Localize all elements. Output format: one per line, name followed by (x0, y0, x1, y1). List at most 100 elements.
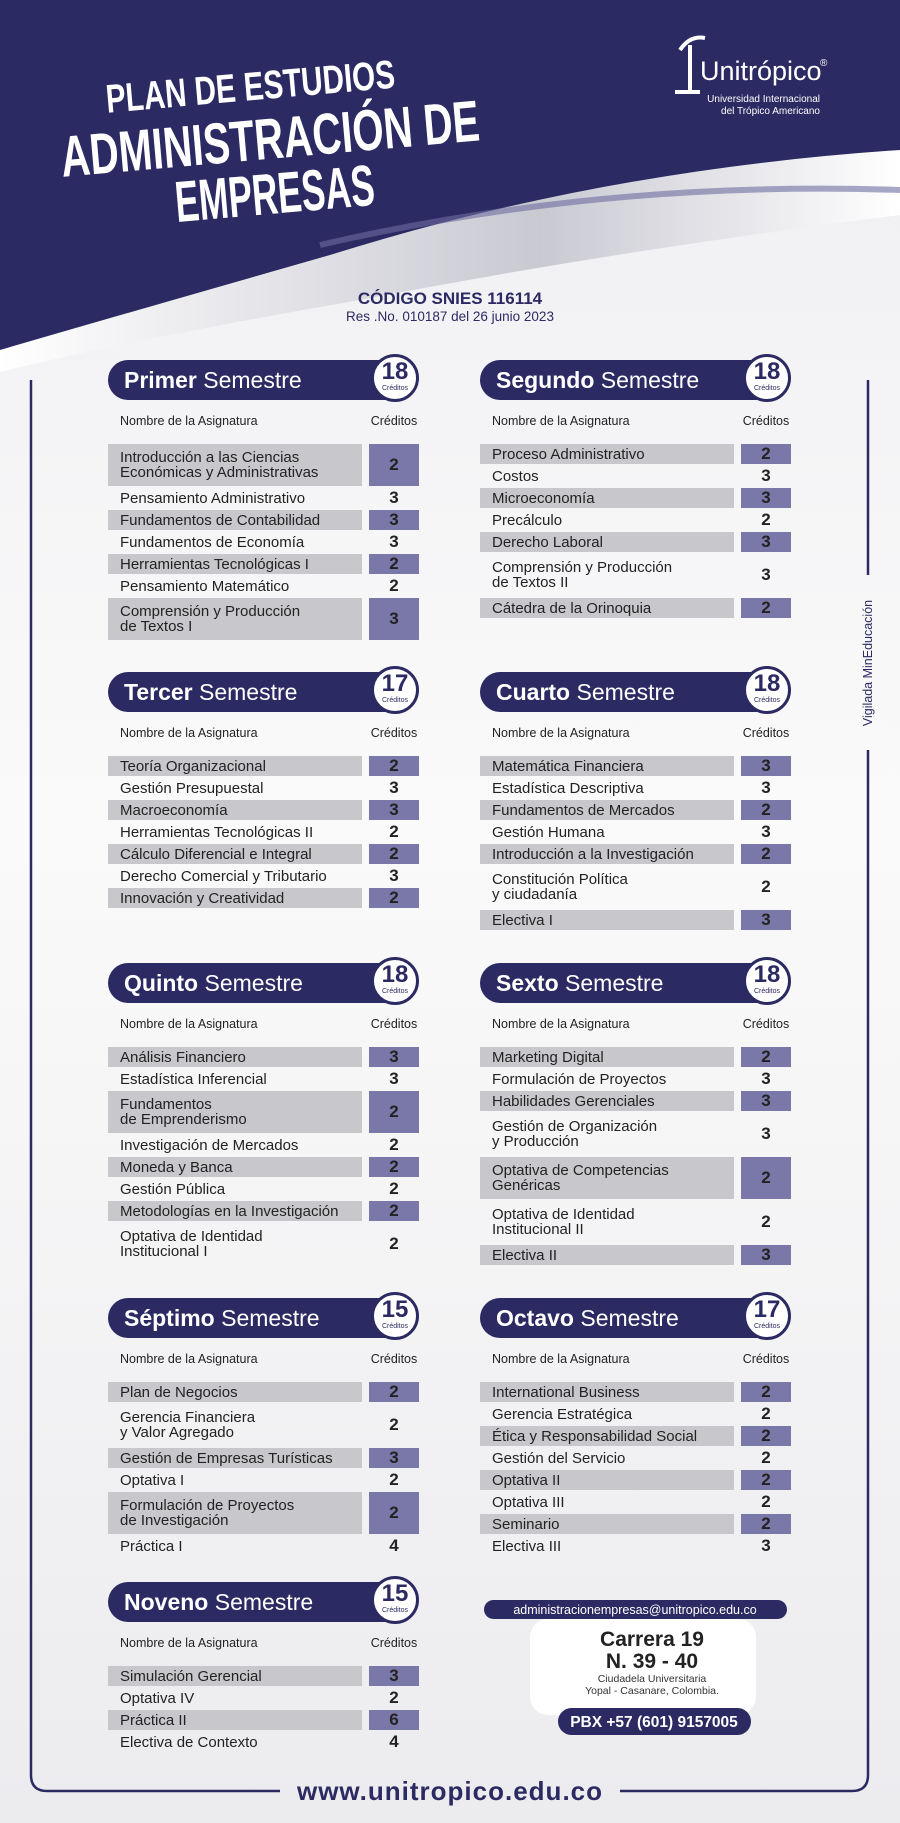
subject-credits: 2 (369, 1091, 419, 1133)
subject-credits: 2 (389, 1470, 399, 1489)
subject-credits: 2 (389, 576, 399, 595)
subject-name: Cátedra de la Orinoquia (480, 598, 734, 618)
email: administracionempresas@unitropico.edu.co (513, 1603, 756, 1617)
semester-credits: 18 Créditos (743, 666, 791, 714)
subject-row: Formulación de Proyectos de Investigació… (108, 1492, 419, 1534)
subject-name: Fundamentos de Mercados (480, 800, 734, 820)
subject-name: Práctica II (108, 1710, 362, 1730)
semester-title: Noveno Semestre (108, 1582, 408, 1622)
subject-row: Macroeconomía 3 (108, 800, 419, 820)
subject-name: Precálculo (492, 511, 563, 529)
subject-credits: 2 (761, 1492, 771, 1511)
semester-title: Segundo Semestre (480, 360, 780, 400)
subject-row: Derecho Laboral 3 (480, 532, 791, 552)
subject-row: Fundamentos de Contabilidad 3 (108, 510, 419, 530)
credits-label: Créditos (753, 1323, 781, 1330)
column-header: Nombre de la Asignatura (492, 1352, 630, 1366)
subject-row: Práctica II 6 (108, 1710, 419, 1730)
subject-credits: 2 (741, 1047, 791, 1067)
subject-row: Pensamiento Administrativo 3 (108, 488, 419, 508)
semester-credits: 15 Créditos (371, 1576, 419, 1624)
subject-row: Ética y Responsabilidad Social 2 (480, 1426, 791, 1446)
column-header: Créditos (370, 414, 418, 428)
semester-ordinal: Octavo (496, 1305, 574, 1331)
subject-credits: 2 (389, 822, 399, 841)
semester-title: Cuarto Semestre (480, 672, 780, 712)
semester-title: Tercer Semestre (108, 672, 408, 712)
subject-row: Optativa III 2 (480, 1492, 791, 1512)
side-note: Vigilada MinEducación (861, 600, 875, 726)
subject-row: Habilidades Gerenciales 3 (480, 1091, 791, 1111)
address-card (530, 1619, 756, 1715)
subject-name: Proceso Administrativo (480, 444, 734, 464)
phone-pill (558, 1708, 751, 1735)
subject-name: Derecho Comercial y Tributario (120, 867, 327, 885)
subject-name: Gerencia Estratégica (492, 1405, 633, 1423)
subject-name: Ética y Responsabilidad Social (480, 1426, 734, 1446)
header-band (0, 0, 900, 350)
subject-credits: 3 (741, 532, 791, 552)
semester-word: Semestre (199, 679, 298, 705)
column-header: Nombre de la Asignatura (120, 1352, 258, 1366)
semester-title: Séptimo Semestre (108, 1298, 408, 1338)
semester-title: Primer Semestre (108, 360, 408, 400)
semester-word: Semestre (221, 1305, 320, 1331)
subject-name: Simulación Gerencial (108, 1666, 362, 1686)
column-header: Créditos (742, 1017, 790, 1031)
semester-ordinal: Cuarto (496, 679, 571, 705)
credits-label: Créditos (381, 697, 409, 704)
subject-credits: 3 (389, 778, 399, 797)
subject-name: Optativa I (120, 1471, 185, 1489)
website: www.unitropico.edu.co (296, 1776, 603, 1806)
subject-credits: 2 (369, 1382, 419, 1402)
subject-name: Fundamentos de Contabilidad (108, 510, 362, 530)
subject-row: Gerencia Estratégica 2 (480, 1404, 791, 1424)
credits-total: 15 (381, 1296, 409, 1323)
subject-credits: 2 (369, 888, 419, 908)
subject-row: Metodologías en la Investigación 2 (108, 1201, 419, 1221)
credits-total: 17 (753, 1296, 781, 1323)
semester-title: Quinto Semestre (108, 963, 408, 1003)
subject-row: Electiva II 3 (480, 1245, 791, 1265)
subject-credits: 3 (369, 1047, 419, 1067)
semester-title: Sexto Semestre (480, 963, 780, 1003)
semester-word: Semestre (565, 970, 664, 996)
subject-credits: 2 (741, 598, 791, 618)
subject-name: Microeconomía (480, 488, 734, 508)
column-header: Nombre de la Asignatura (492, 726, 630, 740)
subject-credits: 3 (369, 1666, 419, 1686)
subject-row: Herramientas Tecnológicas II 2 (108, 822, 419, 842)
subject-row: Optativa de Identidad Institucional I 2 (108, 1223, 419, 1265)
subject-credits: 3 (761, 1536, 771, 1555)
subject-name: Gestión Pública (120, 1180, 226, 1198)
subject-row: Optativa II 2 (480, 1470, 791, 1490)
address: Ciudadela Universitaria (598, 1673, 707, 1685)
subject-row: Herramientas Tecnológicas I 2 (108, 554, 419, 574)
subject-row: Cálculo Diferencial e Integral 2 (108, 844, 419, 864)
subject-row: Microeconomía 3 (480, 488, 791, 508)
subject-credits: 2 (761, 1404, 771, 1423)
subject-credits: 2 (389, 1135, 399, 1154)
column-header: Créditos (370, 1636, 418, 1650)
subject-name: Pensamiento Matemático (120, 577, 290, 595)
subject-name: Gestión de Organización y Producción (492, 1118, 658, 1150)
subject-name: Optativa II (480, 1470, 734, 1490)
subject-row: Cátedra de la Orinoquia 2 (480, 598, 791, 618)
subject-credits: 2 (741, 1514, 791, 1534)
column-header: Nombre de la Asignatura (120, 1636, 258, 1650)
credits-label: Créditos (753, 385, 781, 392)
subject-row: Optativa de Competencias Genéricas 2 (480, 1157, 791, 1199)
credits-total: 18 (753, 358, 781, 385)
subject-credits: 2 (389, 1415, 399, 1434)
subject-credits: 2 (761, 1212, 771, 1231)
subject-credits: 2 (761, 877, 771, 896)
column-header: Nombre de la Asignatura (120, 1017, 258, 1031)
subject-row: Moneda y Banca 2 (108, 1157, 419, 1177)
semester-word: Semestre (214, 1589, 314, 1615)
credits-label: Créditos (381, 1607, 409, 1614)
subject-name: Pensamiento Administrativo (120, 489, 306, 507)
subject-row: Fundamentos de Emprenderismo 2 (108, 1091, 419, 1133)
subject-credits: 2 (741, 1470, 791, 1490)
subject-row: Pensamiento Matemático 2 (108, 576, 419, 596)
